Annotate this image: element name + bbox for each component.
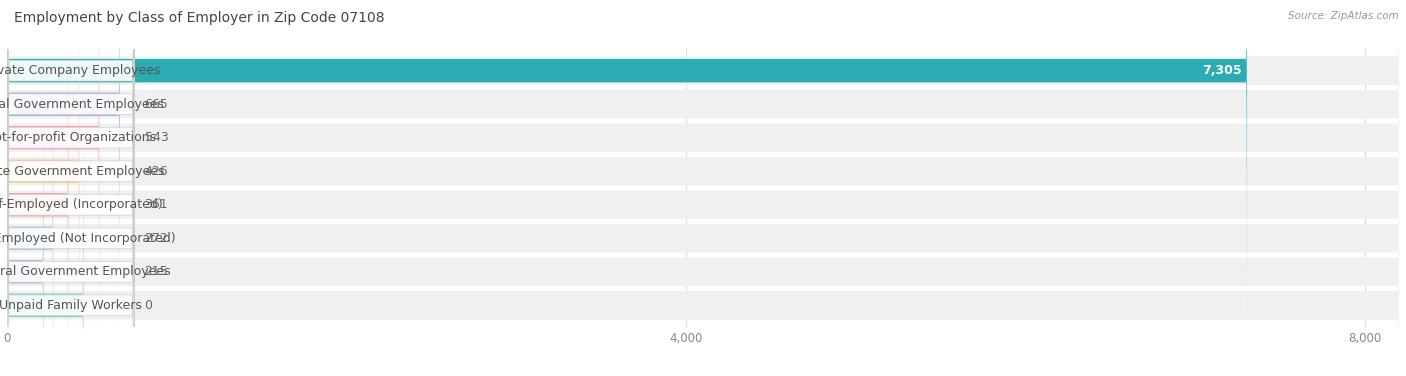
Text: Source: ZipAtlas.com: Source: ZipAtlas.com bbox=[1288, 11, 1399, 21]
FancyBboxPatch shape bbox=[7, 0, 79, 376]
Text: Self-Employed (Incorporated): Self-Employed (Incorporated) bbox=[0, 198, 163, 211]
Text: Unpaid Family Workers: Unpaid Family Workers bbox=[0, 299, 142, 312]
FancyBboxPatch shape bbox=[7, 0, 1399, 324]
Text: 426: 426 bbox=[145, 165, 169, 178]
FancyBboxPatch shape bbox=[7, 0, 100, 376]
FancyBboxPatch shape bbox=[7, 52, 1399, 376]
Text: 361: 361 bbox=[145, 198, 169, 211]
FancyBboxPatch shape bbox=[7, 15, 44, 376]
Text: 215: 215 bbox=[145, 265, 169, 278]
Text: 543: 543 bbox=[145, 131, 169, 144]
FancyBboxPatch shape bbox=[7, 0, 1399, 376]
Text: Local Government Employees: Local Government Employees bbox=[0, 98, 165, 111]
FancyBboxPatch shape bbox=[7, 0, 1399, 376]
FancyBboxPatch shape bbox=[7, 0, 1399, 376]
FancyBboxPatch shape bbox=[7, 0, 120, 361]
Text: State Government Employees: State Government Employees bbox=[0, 165, 165, 178]
FancyBboxPatch shape bbox=[7, 0, 134, 376]
Text: 0: 0 bbox=[145, 299, 152, 312]
FancyBboxPatch shape bbox=[7, 0, 134, 376]
Text: Private Company Employees: Private Company Employees bbox=[0, 64, 160, 77]
Text: Self-Employed (Not Incorporated): Self-Employed (Not Incorporated) bbox=[0, 232, 176, 245]
FancyBboxPatch shape bbox=[7, 0, 134, 376]
Text: 7,305: 7,305 bbox=[1202, 64, 1241, 77]
Text: 272: 272 bbox=[145, 232, 169, 245]
FancyBboxPatch shape bbox=[7, 0, 1399, 358]
FancyBboxPatch shape bbox=[7, 0, 1247, 327]
FancyBboxPatch shape bbox=[7, 0, 134, 376]
FancyBboxPatch shape bbox=[7, 49, 83, 376]
Text: 665: 665 bbox=[145, 98, 169, 111]
FancyBboxPatch shape bbox=[7, 0, 69, 376]
FancyBboxPatch shape bbox=[7, 0, 53, 376]
FancyBboxPatch shape bbox=[7, 0, 134, 376]
Text: Employment by Class of Employer in Zip Code 07108: Employment by Class of Employer in Zip C… bbox=[14, 11, 385, 25]
Text: Not-for-profit Organizations: Not-for-profit Organizations bbox=[0, 131, 156, 144]
Text: Federal Government Employees: Federal Government Employees bbox=[0, 265, 172, 278]
FancyBboxPatch shape bbox=[7, 0, 134, 376]
FancyBboxPatch shape bbox=[7, 0, 1399, 376]
FancyBboxPatch shape bbox=[7, 18, 1399, 376]
FancyBboxPatch shape bbox=[7, 0, 134, 376]
FancyBboxPatch shape bbox=[7, 0, 134, 376]
